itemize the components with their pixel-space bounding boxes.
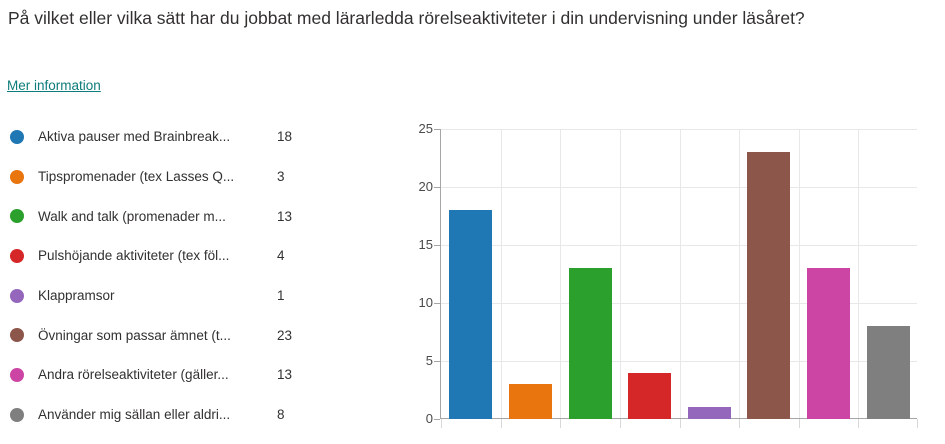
gridline-vertical xyxy=(560,129,562,419)
legend-item: Aktiva pauser med Brainbreak... 18 xyxy=(10,117,340,157)
bar-0 xyxy=(449,210,493,419)
legend-item-count: 8 xyxy=(277,407,285,423)
gridline-horizontal xyxy=(441,129,917,130)
more-information-link[interactable]: Mer information xyxy=(7,78,101,93)
x-axis-tick xyxy=(858,419,860,428)
gridline-vertical xyxy=(619,129,621,419)
bar-1 xyxy=(508,384,552,419)
legend-item-count: 23 xyxy=(277,327,293,343)
legend-item-label: Andra rörelseaktiviteter (gäller... xyxy=(38,367,229,383)
legend-item: Pulshöjande aktiviteter (tex föl... 4 xyxy=(10,236,340,276)
legend-color-dot xyxy=(10,407,24,422)
gridline-horizontal xyxy=(441,245,917,246)
legend-item: Tipspromenader (tex Lasses Q... 3 xyxy=(10,157,340,197)
legend-item-count: 3 xyxy=(277,169,285,185)
legend-item-label: Klappramsor xyxy=(38,288,115,304)
x-axis-tick xyxy=(619,419,621,428)
bar-5 xyxy=(747,152,791,419)
legend-item-label: Tipspromenader (tex Lasses Q... xyxy=(38,169,235,185)
gridline-horizontal xyxy=(441,361,917,362)
legend-color-dot xyxy=(10,328,24,343)
y-axis-tick xyxy=(434,245,440,246)
y-axis-label: 15 xyxy=(418,237,433,252)
y-axis-label: 25 xyxy=(418,121,433,136)
y-axis-tick xyxy=(434,187,440,188)
y-axis-tick xyxy=(434,129,440,130)
gridline-vertical xyxy=(739,129,741,419)
answer-legend: Aktiva pauser med Brainbreak... 18 Tipspro… xyxy=(10,117,340,435)
bar-2 xyxy=(568,268,612,419)
legend-color-dot xyxy=(10,209,24,224)
gridline-vertical xyxy=(679,129,681,419)
legend-item: Andra rörelseaktiviteter (gäller... 13 xyxy=(10,355,340,395)
legend-item: Walk and talk (promenader m... 13 xyxy=(10,196,340,236)
x-axis-tick xyxy=(441,419,442,428)
gridline-vertical xyxy=(500,129,502,419)
gridline-vertical xyxy=(798,129,800,419)
legend-item-count: 4 xyxy=(277,248,285,264)
x-axis-tick xyxy=(679,419,681,428)
gridline-horizontal xyxy=(441,303,917,304)
legend-color-dot xyxy=(10,288,24,303)
results-bar-chart: 0 5 10 15 20 25 xyxy=(419,121,918,428)
y-axis-tick xyxy=(434,303,440,304)
x-axis-tick xyxy=(500,419,502,428)
legend-color-dot xyxy=(10,129,24,144)
legend-item-label: Övningar som passar ämnet (t... xyxy=(38,327,231,343)
y-axis-tick xyxy=(434,419,440,420)
gridline-horizontal xyxy=(441,187,917,188)
x-axis-tick xyxy=(917,419,918,428)
y-axis-label: 10 xyxy=(418,295,433,310)
x-axis-tick xyxy=(560,419,562,428)
legend-item-label: Pulshöjande aktiviteter (tex föl... xyxy=(38,248,230,264)
bar-6 xyxy=(807,268,851,419)
bar-4 xyxy=(687,407,731,419)
legend-item-count: 13 xyxy=(277,367,293,383)
legend-item-count: 18 xyxy=(277,129,293,145)
y-axis-label: 20 xyxy=(418,179,433,194)
y-axis-label: 5 xyxy=(425,353,433,368)
x-axis-baseline xyxy=(441,418,917,419)
legend-item-count: 13 xyxy=(277,208,293,224)
legend-color-dot xyxy=(10,367,24,382)
legend-item-label: Använder mig sällan eller aldri... xyxy=(38,407,231,423)
legend-item: Använder mig sällan eller aldri... 8 xyxy=(10,395,340,435)
gridline-vertical xyxy=(858,129,860,419)
x-axis-tick xyxy=(739,419,741,428)
bar-7 xyxy=(866,326,910,419)
y-axis-tick xyxy=(434,361,440,362)
legend-item-label: Aktiva pauser med Brainbreak... xyxy=(38,129,231,145)
legend-color-dot xyxy=(10,248,24,263)
legend-color-dot xyxy=(10,169,24,184)
legend-item: Övningar som passar ämnet (t... 23 xyxy=(10,315,340,355)
legend-item-label: Walk and talk (promenader m... xyxy=(38,208,226,224)
bar-3 xyxy=(628,372,672,419)
x-axis-tick xyxy=(798,419,800,428)
legend-item-count: 1 xyxy=(277,288,285,304)
y-axis-label: 0 xyxy=(425,411,433,426)
question-title: På vilket eller vilka sätt har du jobbat… xyxy=(8,8,805,28)
legend-item: Klappramsor 1 xyxy=(10,276,340,316)
